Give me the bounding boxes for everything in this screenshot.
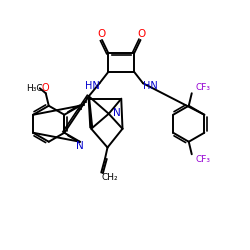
Text: O: O: [137, 30, 145, 40]
Text: CF₃: CF₃: [195, 83, 210, 92]
Text: N: N: [112, 108, 120, 118]
Text: O: O: [97, 30, 106, 40]
Text: HN: HN: [85, 81, 100, 91]
Text: HN: HN: [143, 81, 158, 91]
Text: N: N: [76, 141, 84, 151]
Text: H₃C: H₃C: [26, 84, 43, 93]
Polygon shape: [88, 96, 92, 128]
Text: O: O: [42, 83, 49, 93]
Text: CH₂: CH₂: [102, 172, 118, 182]
Text: CF₃: CF₃: [195, 155, 210, 164]
